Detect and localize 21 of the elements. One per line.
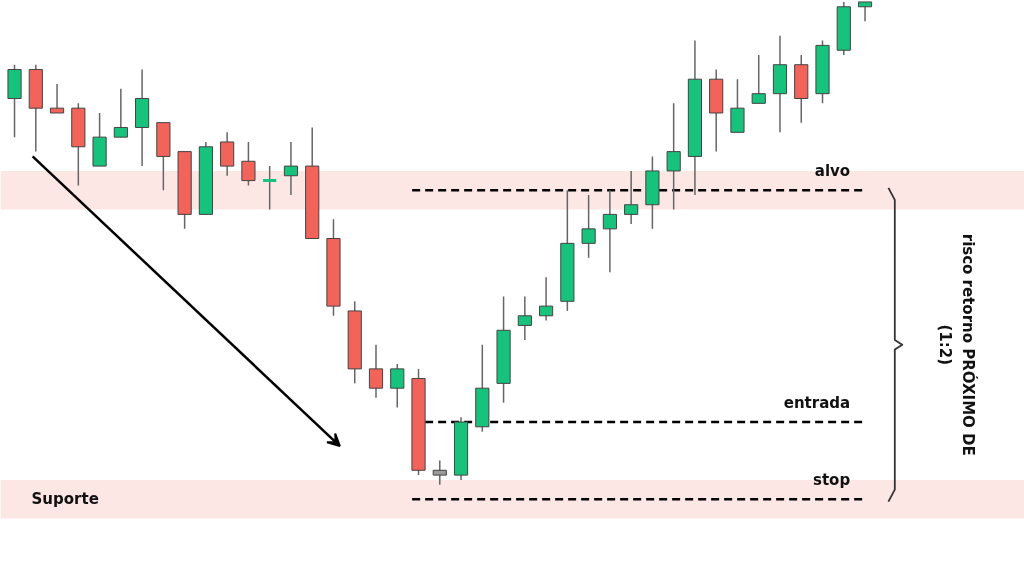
candlestick — [283, 141, 299, 196]
candlestick — [517, 295, 532, 341]
candlestick — [368, 344, 384, 399]
candlestick — [241, 141, 256, 187]
candlestick — [432, 459, 447, 486]
candlestick — [857, 1, 873, 23]
candlestick — [666, 102, 681, 211]
candlestick — [49, 83, 65, 114]
candlestick — [390, 363, 405, 409]
candlestick — [602, 189, 617, 274]
candlestick — [261, 165, 278, 211]
ref-line-label: entrada — [783, 394, 851, 412]
candlestick — [113, 88, 128, 138]
candlestick — [751, 54, 766, 105]
candlestick — [624, 170, 639, 225]
ref-line-label: stop — [813, 471, 851, 490]
candlestick — [539, 276, 554, 322]
text: risco retorno PRÓXIMO DE (1:2) — [935, 233, 979, 456]
candlestick — [581, 194, 596, 259]
ref-line-label: alvo — [814, 162, 851, 181]
band-label: Suporte — [31, 490, 99, 509]
